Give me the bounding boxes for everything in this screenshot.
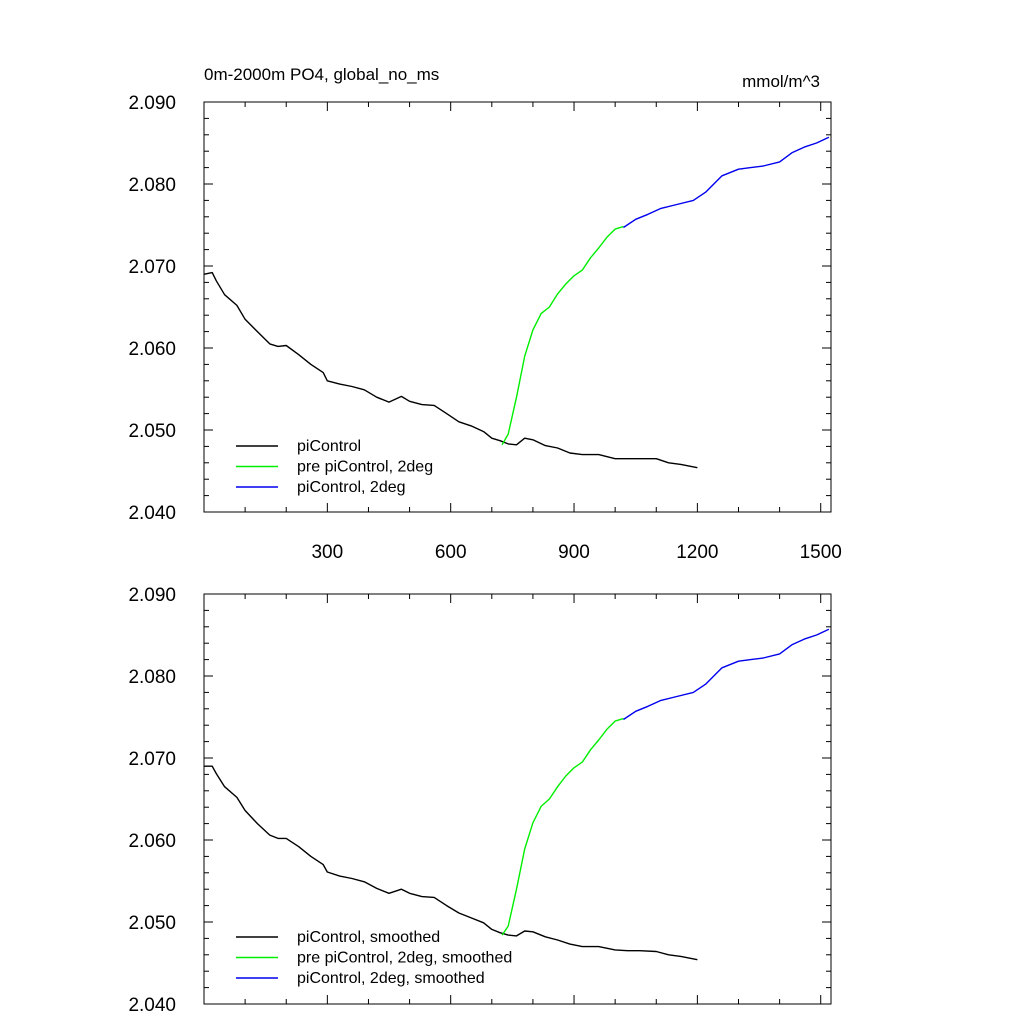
y-tick-label: 2.090 bbox=[128, 93, 176, 114]
legend-label-1: piControl bbox=[297, 438, 361, 455]
top-panel-units: mmol/m^3 bbox=[742, 72, 820, 91]
bottom-panel-series bbox=[204, 628, 830, 961]
legend-label-2: pre piControl, 2deg, smoothed bbox=[297, 950, 512, 967]
legend-label-1: piControl, smoothed bbox=[297, 929, 440, 946]
series-line-2 bbox=[501, 225, 624, 446]
top-panel-frame bbox=[203, 101, 832, 513]
y-tick-label: 2.070 bbox=[128, 257, 176, 278]
x-tick-label: 600 bbox=[435, 542, 467, 563]
top-panel-legend: piControl pre piControl, 2deg piControl, 2… bbox=[236, 438, 433, 496]
y-tick-label: 2.060 bbox=[128, 831, 176, 852]
y-tick-label: 2.080 bbox=[128, 667, 176, 688]
y-tick-label: 2.080 bbox=[128, 175, 176, 196]
x-tick-label: 300 bbox=[311, 542, 343, 563]
top-panel-ticks: 2.040 2.050 2.060 2.070 2.080 2.090 300 600 900 1… bbox=[128, 93, 841, 563]
bottom-panel-legend: piControl, smoothed pre piControl, 2deg, … bbox=[236, 929, 512, 987]
legend-label-3: piControl, 2deg, smoothed bbox=[297, 970, 485, 987]
top-panel: 0m-2000m PO4, global_no_ms mmol/m^3 2.04… bbox=[128, 65, 841, 563]
y-tick-label: 2.060 bbox=[128, 339, 176, 360]
series-line-1 bbox=[204, 765, 698, 961]
x-tick-label: 1500 bbox=[800, 542, 842, 563]
y-tick-label: 2.050 bbox=[128, 421, 176, 442]
series-line-3 bbox=[623, 628, 830, 721]
x-tick-label: 1200 bbox=[676, 542, 718, 563]
x-tick-label: 900 bbox=[558, 542, 590, 563]
bottom-panel-frame bbox=[203, 593, 832, 1005]
series-line-2 bbox=[501, 717, 624, 936]
series-line-3 bbox=[623, 136, 830, 229]
y-tick-label: 2.040 bbox=[128, 503, 176, 524]
top-panel-title: 0m-2000m PO4, global_no_ms bbox=[204, 65, 439, 84]
legend-label-2: pre piControl, 2deg bbox=[297, 459, 433, 476]
y-tick-label: 2.070 bbox=[128, 749, 176, 770]
series-line-1 bbox=[204, 271, 698, 469]
top-panel-series bbox=[204, 136, 830, 469]
bottom-panel-ticks: 2.040 2.050 2.060 2.070 2.080 2.090 bbox=[128, 585, 831, 1016]
legend-label-3: piControl, 2deg bbox=[297, 479, 406, 496]
bottom-panel: 2.040 2.050 2.060 2.070 2.080 2.090 piControl… bbox=[128, 585, 832, 1016]
y-tick-label: 2.040 bbox=[128, 995, 176, 1016]
y-tick-label: 2.090 bbox=[128, 585, 176, 606]
y-tick-label: 2.050 bbox=[128, 913, 176, 934]
